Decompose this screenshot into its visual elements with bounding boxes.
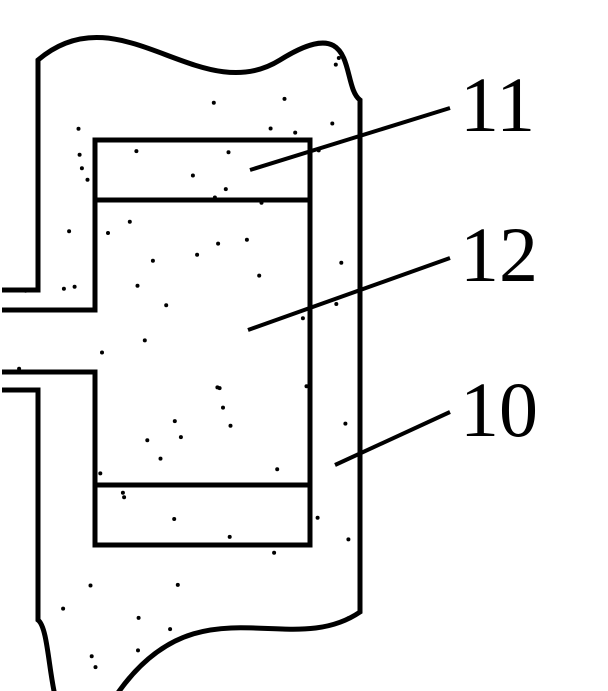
dotted-region <box>2 16 360 691</box>
label-10: 10 <box>460 365 538 455</box>
label-11: 11 <box>460 60 535 150</box>
label-12: 12 <box>460 210 538 300</box>
